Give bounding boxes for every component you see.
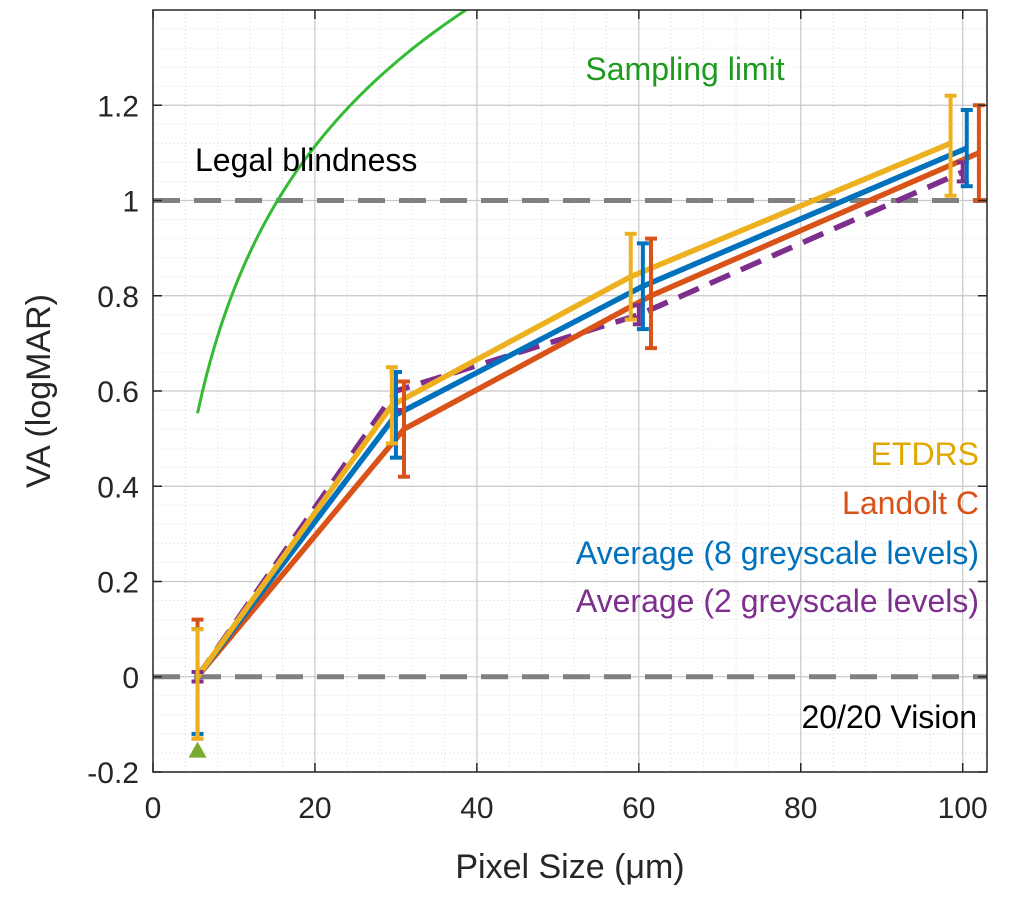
legal-blindness-label: Legal blindness xyxy=(195,142,417,178)
markers xyxy=(188,741,207,758)
y-tick-label: 0.8 xyxy=(97,281,139,314)
y-tick-label: 0.2 xyxy=(97,567,139,600)
x-tick-label: 100 xyxy=(938,792,988,825)
y-tick-labels: -0.2 0 0.2 0.4 0.6 0.8 1 1.2 xyxy=(87,90,139,790)
x-tick-label: 80 xyxy=(784,792,817,825)
data-series xyxy=(195,140,980,679)
series-line-etdrs xyxy=(195,140,952,679)
x-tick-label: 60 xyxy=(622,792,655,825)
x-tick-label: 20 xyxy=(298,792,331,825)
x-tick-label: 0 xyxy=(145,792,162,825)
sampling-limit-line xyxy=(196,10,469,414)
triangle-marker xyxy=(188,741,207,758)
x-tick-labels: 0 20 40 60 80 100 xyxy=(145,792,988,825)
legend-entry-etdrs: ETDRS xyxy=(871,436,979,472)
legend-entry-average-8: Average (8 greyscale levels) xyxy=(576,535,979,571)
sampling-limit-label: Sampling limit xyxy=(585,51,784,87)
series-line-landolt-c xyxy=(195,150,980,679)
twenty-twenty-vision-label: 20/20 Vision xyxy=(801,699,977,735)
x-axis-label: Pixel Size (μm) xyxy=(455,848,684,886)
legend-entry-average-2: Average (2 greyscale levels) xyxy=(576,583,979,619)
reference-lines xyxy=(153,198,987,680)
y-tick-label: -0.2 xyxy=(87,757,139,790)
y-tick-label: 0.6 xyxy=(97,376,139,409)
error-bars xyxy=(191,93,985,741)
y-tick-label: 1 xyxy=(122,186,139,219)
series-line-average-8-greyscale-levels xyxy=(195,145,968,679)
y-tick-label: 0.4 xyxy=(97,471,139,504)
legend-entry-landolt-c: Landolt C xyxy=(842,485,979,521)
axis-ticks xyxy=(152,10,987,773)
legend: ETDRS Landolt C Average (8 greyscale lev… xyxy=(576,436,979,619)
y-tick-label: 1.2 xyxy=(97,90,139,123)
x-tick-label: 40 xyxy=(460,792,493,825)
sampling-limit-curve xyxy=(196,10,469,414)
y-axis-label: VA (logMAR) xyxy=(20,294,58,488)
y-tick-label: 0 xyxy=(122,662,139,695)
